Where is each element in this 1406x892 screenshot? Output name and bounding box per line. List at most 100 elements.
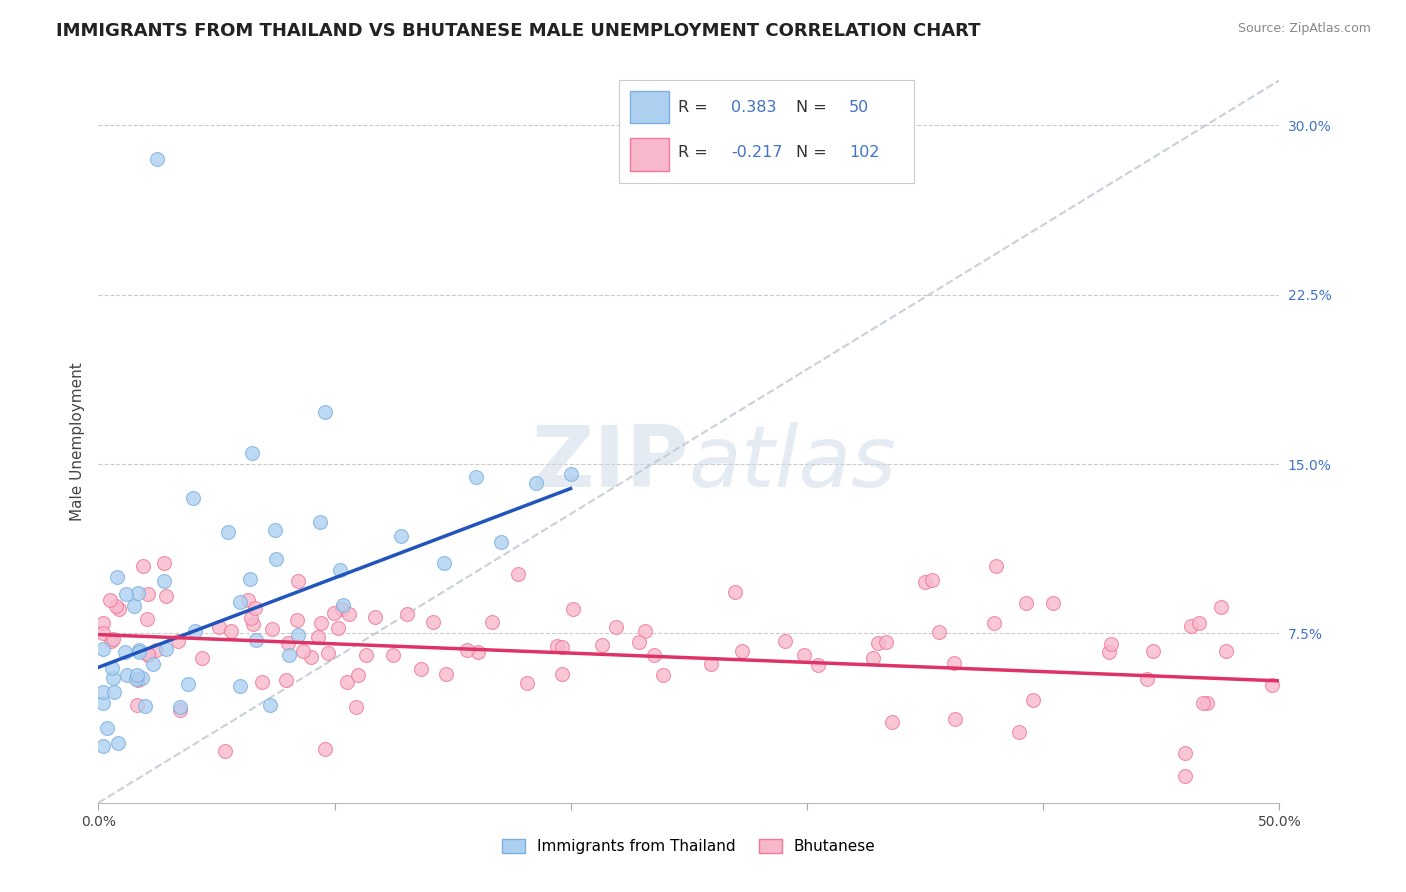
Point — [245, 600, 267, 615]
Y-axis label: Male Unemployment: Male Unemployment — [69, 362, 84, 521]
Point — [183, 624, 205, 639]
Point — [943, 712, 966, 726]
Point — [136, 612, 159, 626]
Point — [122, 599, 145, 614]
Point — [983, 615, 1005, 630]
Point — [1042, 596, 1064, 610]
Point — [389, 529, 412, 543]
Point — [264, 552, 287, 566]
Point — [252, 675, 274, 690]
Point — [464, 470, 486, 484]
Point — [382, 648, 405, 663]
Point — [98, 593, 121, 607]
Text: Source: ZipAtlas.com: Source: ZipAtlas.com — [1237, 22, 1371, 36]
Point — [91, 615, 114, 630]
Point — [875, 635, 897, 649]
Point — [316, 646, 339, 660]
Point — [700, 657, 723, 672]
Point — [605, 620, 627, 634]
Point — [773, 634, 796, 648]
Point — [155, 589, 177, 603]
Point — [508, 567, 530, 582]
Point — [274, 673, 297, 687]
Point — [928, 625, 950, 640]
Point — [191, 650, 214, 665]
Point — [550, 640, 572, 654]
Point — [132, 559, 155, 574]
Point — [1007, 725, 1029, 739]
Point — [793, 648, 815, 663]
Point — [868, 635, 890, 649]
Point — [409, 662, 432, 676]
Point — [1215, 644, 1237, 658]
Point — [314, 741, 336, 756]
Point — [115, 587, 138, 601]
Point — [128, 645, 150, 659]
Point — [107, 736, 129, 750]
Point — [337, 607, 360, 622]
FancyBboxPatch shape — [630, 137, 669, 170]
Point — [1188, 615, 1211, 630]
Point — [560, 467, 582, 481]
Point — [91, 625, 114, 640]
Point — [101, 661, 124, 675]
Point — [433, 556, 456, 570]
Point — [628, 635, 651, 649]
Point — [481, 615, 503, 629]
Text: 102: 102 — [849, 145, 879, 160]
Point — [91, 739, 114, 754]
Point — [229, 595, 252, 609]
Point — [219, 624, 242, 638]
Point — [1191, 696, 1213, 710]
Point — [287, 574, 309, 588]
Point — [169, 703, 191, 717]
Point — [125, 668, 148, 682]
Point — [238, 592, 260, 607]
Point — [314, 405, 336, 419]
Point — [134, 698, 156, 713]
Point — [105, 599, 128, 614]
Point — [100, 633, 122, 648]
Point — [177, 676, 200, 690]
Point — [1195, 696, 1218, 710]
Point — [124, 672, 146, 686]
Point — [434, 666, 457, 681]
Point — [724, 585, 747, 599]
Point — [96, 721, 118, 735]
Point — [1099, 637, 1122, 651]
Point — [229, 680, 252, 694]
Point — [489, 535, 512, 549]
Point — [591, 638, 613, 652]
Text: R =: R = — [678, 145, 713, 160]
Point — [807, 658, 830, 673]
Point — [103, 632, 125, 647]
Point — [128, 643, 150, 657]
Point — [307, 630, 329, 644]
Point — [131, 671, 153, 685]
Point — [291, 644, 314, 658]
Text: 0.383: 0.383 — [731, 100, 776, 115]
Point — [214, 744, 236, 758]
Text: -0.217: -0.217 — [731, 145, 782, 160]
Point — [91, 685, 114, 699]
Point — [329, 563, 352, 577]
Point — [921, 574, 943, 588]
Text: R =: R = — [678, 100, 713, 115]
Point — [364, 609, 387, 624]
Point — [169, 700, 191, 714]
Point — [105, 570, 128, 584]
Point — [1209, 600, 1232, 615]
Point — [208, 620, 231, 634]
Point — [643, 648, 665, 662]
Point — [336, 674, 359, 689]
Point — [115, 668, 138, 682]
Point — [354, 648, 377, 663]
Point — [862, 651, 884, 665]
Text: 50: 50 — [849, 100, 869, 115]
Point — [309, 616, 332, 631]
Point — [328, 621, 350, 635]
Point — [101, 671, 124, 685]
Point — [136, 648, 159, 662]
Point — [524, 476, 547, 491]
Point — [546, 639, 568, 653]
